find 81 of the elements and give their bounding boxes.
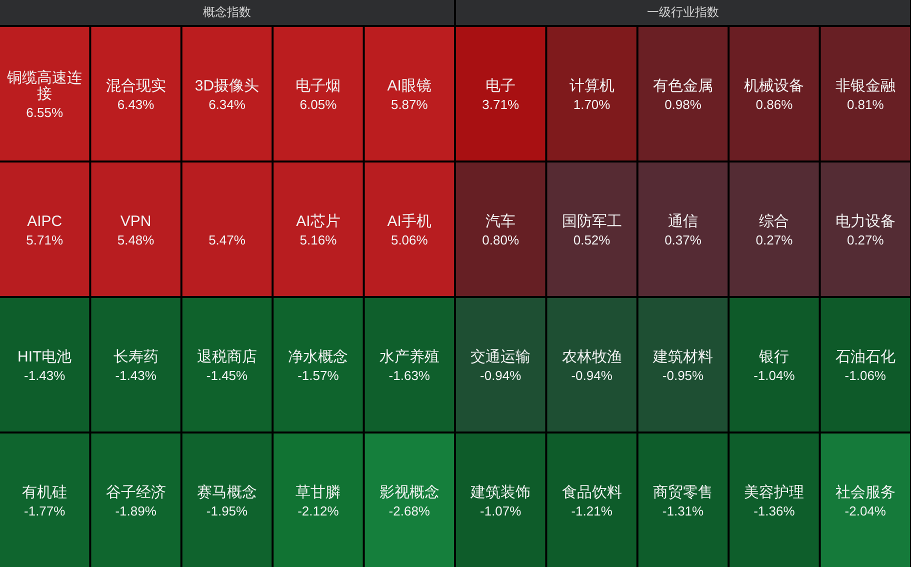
category-label: 商贸零售: [653, 484, 713, 501]
data-label: 0.37%: [664, 232, 702, 248]
data-label: -2.68%: [388, 503, 430, 518]
data-label: 3.71%: [482, 96, 520, 112]
data-label: -0.94%: [571, 368, 613, 383]
category-label: 农林牧渔: [562, 348, 622, 366]
data-label: -2.04%: [844, 503, 886, 518]
data-label: -1.07%: [480, 503, 522, 518]
category-label: 国防军工: [562, 212, 622, 230]
category-label: 影视概念: [379, 484, 440, 501]
data-label: -1.63%: [388, 368, 430, 383]
text: 一级行业指数: [456, 0, 910, 25]
category-label: 有机硅: [22, 484, 68, 501]
category-label: 建筑装饰: [470, 484, 531, 501]
data-label: 1.70%: [573, 96, 611, 112]
category-label: 石油石化: [835, 348, 896, 366]
data-label: 6.34%: [208, 96, 246, 112]
category-label: AI眼镜: [387, 77, 432, 94]
data-label: 0.80%: [482, 232, 520, 248]
category-label: 铜缆高速连接: [6, 69, 82, 102]
category-label: 非银金融: [835, 77, 896, 94]
data-label: -1.43%: [24, 368, 66, 383]
data-label: 0.81%: [846, 96, 884, 112]
category-label: 混合现实: [106, 77, 166, 94]
data-label: -1.45%: [206, 368, 248, 383]
category-label: 水产养殖: [379, 348, 440, 366]
data-label: -1.06%: [844, 368, 886, 383]
data-label: -1.36%: [754, 503, 796, 518]
category-label: 电力设备: [835, 212, 896, 230]
category-label: AI芯片: [296, 212, 340, 230]
category-label: 谷子经济: [106, 484, 166, 501]
data-label: -1.77%: [24, 503, 66, 518]
category-label: 通信: [668, 212, 698, 230]
data-label: 0.86%: [756, 96, 794, 112]
data-label: 6.05%: [300, 96, 338, 112]
data-label: 5.48%: [117, 232, 155, 248]
category-label: AIPC: [27, 212, 62, 230]
category-label: 计算机: [569, 77, 614, 94]
data-label: -1.43%: [115, 368, 157, 383]
data-label: 6.43%: [117, 96, 155, 112]
data-label: -1.21%: [571, 503, 613, 518]
category-label: 电子烟: [296, 77, 341, 94]
category-label: 净水概念: [288, 348, 348, 366]
category-label: 机械设备: [744, 77, 804, 94]
data-label: 5.87%: [390, 96, 428, 112]
category-label: 长寿药: [113, 348, 158, 366]
data-label: -1.31%: [662, 503, 704, 518]
data-label: 5.16%: [300, 232, 338, 248]
data-label: -2.12%: [298, 503, 340, 518]
category-label: HIT电池: [18, 348, 72, 366]
data-label: 0.98%: [664, 96, 702, 112]
category-label: 美容护理: [744, 484, 804, 501]
category-label: 综合: [759, 212, 790, 230]
category-label: 交通运输: [470, 348, 531, 366]
data-label: 5.71%: [26, 232, 64, 248]
data-label: -0.95%: [662, 368, 704, 383]
data-label: -1.04%: [754, 368, 796, 383]
data-label: 5.47%: [208, 232, 246, 248]
data-label: 5.06%: [390, 232, 428, 248]
category-label: 有色金属: [653, 77, 713, 94]
category-label: VPN: [120, 212, 152, 230]
data-label: -1.57%: [298, 368, 340, 383]
category-label: 社会服务: [835, 484, 896, 501]
category-label: 电子: [486, 77, 516, 94]
text: 概念指数: [0, 0, 454, 25]
data-label: -1.95%: [206, 503, 248, 518]
category-label: 建筑材料: [652, 348, 713, 366]
data-label: 0.27%: [846, 232, 884, 248]
category-label: 赛马概念: [197, 484, 257, 501]
category-label: AI手机: [387, 212, 432, 230]
data-label: 6.55%: [26, 104, 64, 120]
category-label: 食品饮料: [562, 484, 622, 501]
category-label: 银行: [758, 348, 790, 366]
data-label: 0.52%: [573, 232, 611, 248]
category-label: 3D摄像头: [194, 77, 260, 94]
category-label: 汽车: [486, 212, 516, 230]
data-label: 0.27%: [756, 232, 794, 248]
category-label: 退税商店: [197, 348, 257, 366]
category-label: 草甘膦: [296, 484, 341, 501]
data-label: -0.94%: [480, 368, 522, 383]
data-label: -1.89%: [115, 503, 157, 518]
